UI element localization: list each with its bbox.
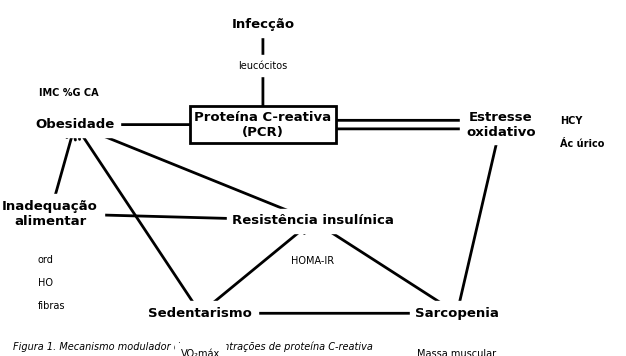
Text: HOMA-IR: HOMA-IR [292, 256, 334, 266]
Text: HO: HO [38, 278, 53, 288]
Text: Infecção: Infecção [232, 19, 294, 31]
Text: Figura 1. Mecanismo modulador das concentrações de proteína C-reativa: Figura 1. Mecanismo modulador das concen… [13, 342, 372, 352]
Text: IMC %G CA: IMC %G CA [39, 88, 99, 98]
Text: Estresse
oxidativo: Estresse oxidativo [466, 111, 536, 138]
Text: Proteína C-reativa
(PCR): Proteína C-reativa (PCR) [194, 111, 332, 138]
Text: fibras: fibras [38, 301, 65, 311]
Text: Resistência insulínica: Resistência insulínica [232, 214, 394, 227]
Text: Obesidade: Obesidade [36, 118, 115, 131]
Text: HCY: HCY [560, 116, 583, 126]
Text: Ác úrico: Ác úrico [560, 139, 605, 149]
Text: ord: ord [38, 255, 53, 265]
Text: Sedentarismo: Sedentarismo [148, 307, 252, 320]
Text: Sarcopenia: Sarcopenia [415, 307, 499, 320]
Text: leucócitos: leucócitos [239, 61, 287, 70]
Text: Massa muscular
IMM: Massa muscular IMM [418, 349, 496, 356]
Text: Inadequação
alimentar: Inadequação alimentar [2, 200, 98, 227]
Text: VO₂máx: VO₂máx [181, 349, 220, 356]
